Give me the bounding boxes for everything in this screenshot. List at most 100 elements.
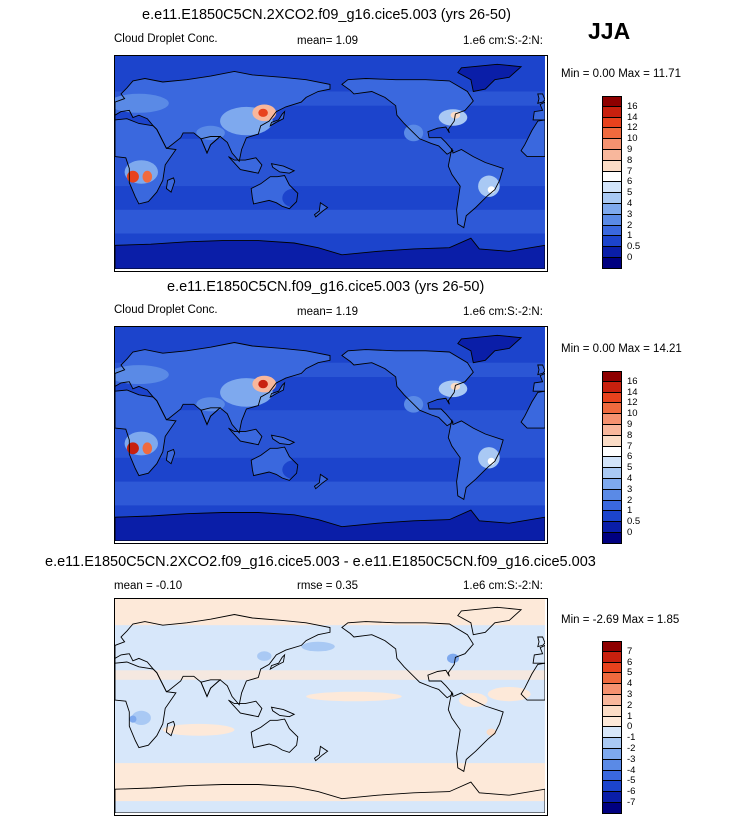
coastline-newguinea	[270, 434, 296, 446]
colorbar-swatch	[602, 500, 622, 512]
colorbar-tick-label: 7	[627, 440, 633, 452]
panel3-title: e.e11.E1850C5CN.2XCO2.f09_g16.cice5.003 …	[45, 554, 596, 570]
colorbar-swatch	[602, 225, 622, 237]
coastline-eurasia	[115, 614, 331, 706]
colorbar-swatch	[602, 160, 622, 172]
colorbar-swatch	[602, 150, 622, 161]
southern-ocean-band	[115, 481, 545, 506]
land-indonesia	[228, 156, 262, 174]
coastline-eurasia	[115, 70, 331, 163]
coastline-india	[200, 136, 222, 155]
africa-core-east	[142, 442, 153, 455]
colorbar-swatch	[602, 371, 622, 382]
panel2-mean-label: mean= 1.19	[297, 306, 359, 318]
north-pacific-negative	[301, 641, 335, 652]
colorbar-swatch	[602, 414, 622, 425]
east-australia-low	[282, 188, 307, 208]
land-newguinea	[271, 163, 295, 174]
colorbar-swatch	[602, 759, 622, 771]
land-newguinea	[271, 435, 295, 445]
colorbar-swatch	[602, 139, 622, 150]
colorbar-swatch	[602, 457, 622, 469]
panel2-title: e.e11.E1850C5CN.f09_g16.cice5.003 (yrs 2…	[167, 279, 485, 295]
colorbar-tick-label: 3	[627, 208, 633, 220]
colorbar-tick-label: 1	[627, 230, 633, 242]
colorbar-tick-label: 12	[627, 122, 638, 134]
land-antarctica	[115, 510, 545, 541]
colorbar-tick-label: 7	[627, 165, 633, 177]
coastline-nz	[313, 745, 329, 762]
coastline-australia	[250, 175, 299, 210]
colorbar-swatch	[602, 468, 622, 479]
panel2-variable-label: Cloud Droplet Conc.	[114, 304, 218, 316]
southern-ocean-band	[115, 209, 545, 234]
coastline-australia	[250, 446, 299, 481]
land-nz	[314, 474, 328, 489]
colorbar-swatch	[602, 705, 622, 717]
arctic-positive	[115, 599, 545, 626]
colorbar-swatch	[602, 96, 622, 107]
panel1-mean-label: mean= 1.09	[297, 35, 359, 47]
coastline-indonesia	[228, 156, 263, 174]
colorbar-tick-label: 4	[627, 473, 633, 484]
north-china-core	[258, 108, 268, 117]
land-madagascar	[166, 449, 175, 464]
land-namerica	[341, 349, 474, 426]
colorbar-swatch	[602, 381, 622, 393]
coastline-indonesia	[228, 699, 263, 718]
colorbar-swatch	[602, 684, 622, 695]
colorbar-swatch	[602, 435, 622, 447]
colorbar-swatch	[602, 770, 622, 782]
colorbar-tick-label: 3	[627, 483, 633, 495]
africa-core-west	[126, 170, 139, 183]
colorbar-swatch	[602, 662, 622, 674]
coastline-eurasia	[115, 342, 331, 434]
colorbar-tick-label: -3	[627, 753, 636, 765]
panel1-variable-label: Cloud Droplet Conc.	[114, 33, 218, 45]
panel3-map	[114, 598, 548, 816]
panel3-mean-label: mean = -0.10	[114, 580, 183, 592]
colorbar-swatch	[602, 392, 622, 404]
colorbar-swatch	[602, 403, 622, 415]
land-madagascar	[166, 177, 175, 193]
coastline-africaW	[115, 118, 177, 205]
colorbar-swatch	[602, 204, 622, 215]
colorbar-tick-label: 0.5	[627, 516, 641, 528]
colorbar-swatch	[602, 651, 622, 663]
colorbar-swatch	[602, 425, 622, 436]
colorbar-tick-label: -1	[627, 732, 636, 744]
europe-high	[115, 365, 169, 385]
colorbar-swatch	[602, 258, 622, 269]
colorbar-tick-label: 6	[627, 656, 633, 668]
europe-high	[115, 93, 169, 113]
colorbar-tick-label: 6	[627, 451, 633, 463]
coastline-antarctica	[115, 781, 545, 813]
colorbar-swatch	[602, 193, 622, 204]
colorbar-tick-label: 2	[627, 494, 633, 506]
indian-positive-strip	[162, 723, 235, 736]
coastline-india	[200, 679, 222, 698]
coastline-uk	[537, 364, 545, 376]
coastline-europeW	[532, 644, 545, 664]
panel2-minmax-label: Min = 0.00 Max = 14.21	[561, 343, 682, 355]
coastline-uk	[537, 636, 545, 648]
land-samerica	[448, 148, 504, 228]
colorbar-tick-label: -5	[627, 775, 636, 787]
colorbar-swatch	[602, 641, 622, 652]
colorbar-tick-label: 16	[627, 375, 638, 387]
coastline-africaE	[520, 390, 545, 429]
colorbar-swatch	[602, 749, 622, 760]
land-japan	[270, 382, 285, 398]
subtropical-positive	[115, 670, 545, 680]
colorbar-swatch	[602, 803, 622, 814]
colorbar-swatch	[602, 479, 622, 490]
colorbar-swatch	[602, 792, 622, 803]
colorbar-swatch	[602, 446, 622, 458]
land-indonesia	[228, 428, 262, 445]
panel1-units-label: 1.e6 cm:S:-2:N:	[463, 35, 543, 47]
land-namerica	[341, 78, 474, 155]
colorbar-swatch	[602, 738, 622, 749]
colorbar-swatch	[602, 673, 622, 685]
coastline-samerica	[447, 148, 504, 229]
india-high	[196, 125, 225, 140]
